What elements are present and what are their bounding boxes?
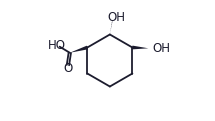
Polygon shape [132,46,148,49]
Text: OH: OH [152,42,170,55]
Text: O: O [63,62,72,75]
Polygon shape [70,46,88,53]
Text: OH: OH [107,11,125,24]
Text: HO: HO [48,39,66,52]
